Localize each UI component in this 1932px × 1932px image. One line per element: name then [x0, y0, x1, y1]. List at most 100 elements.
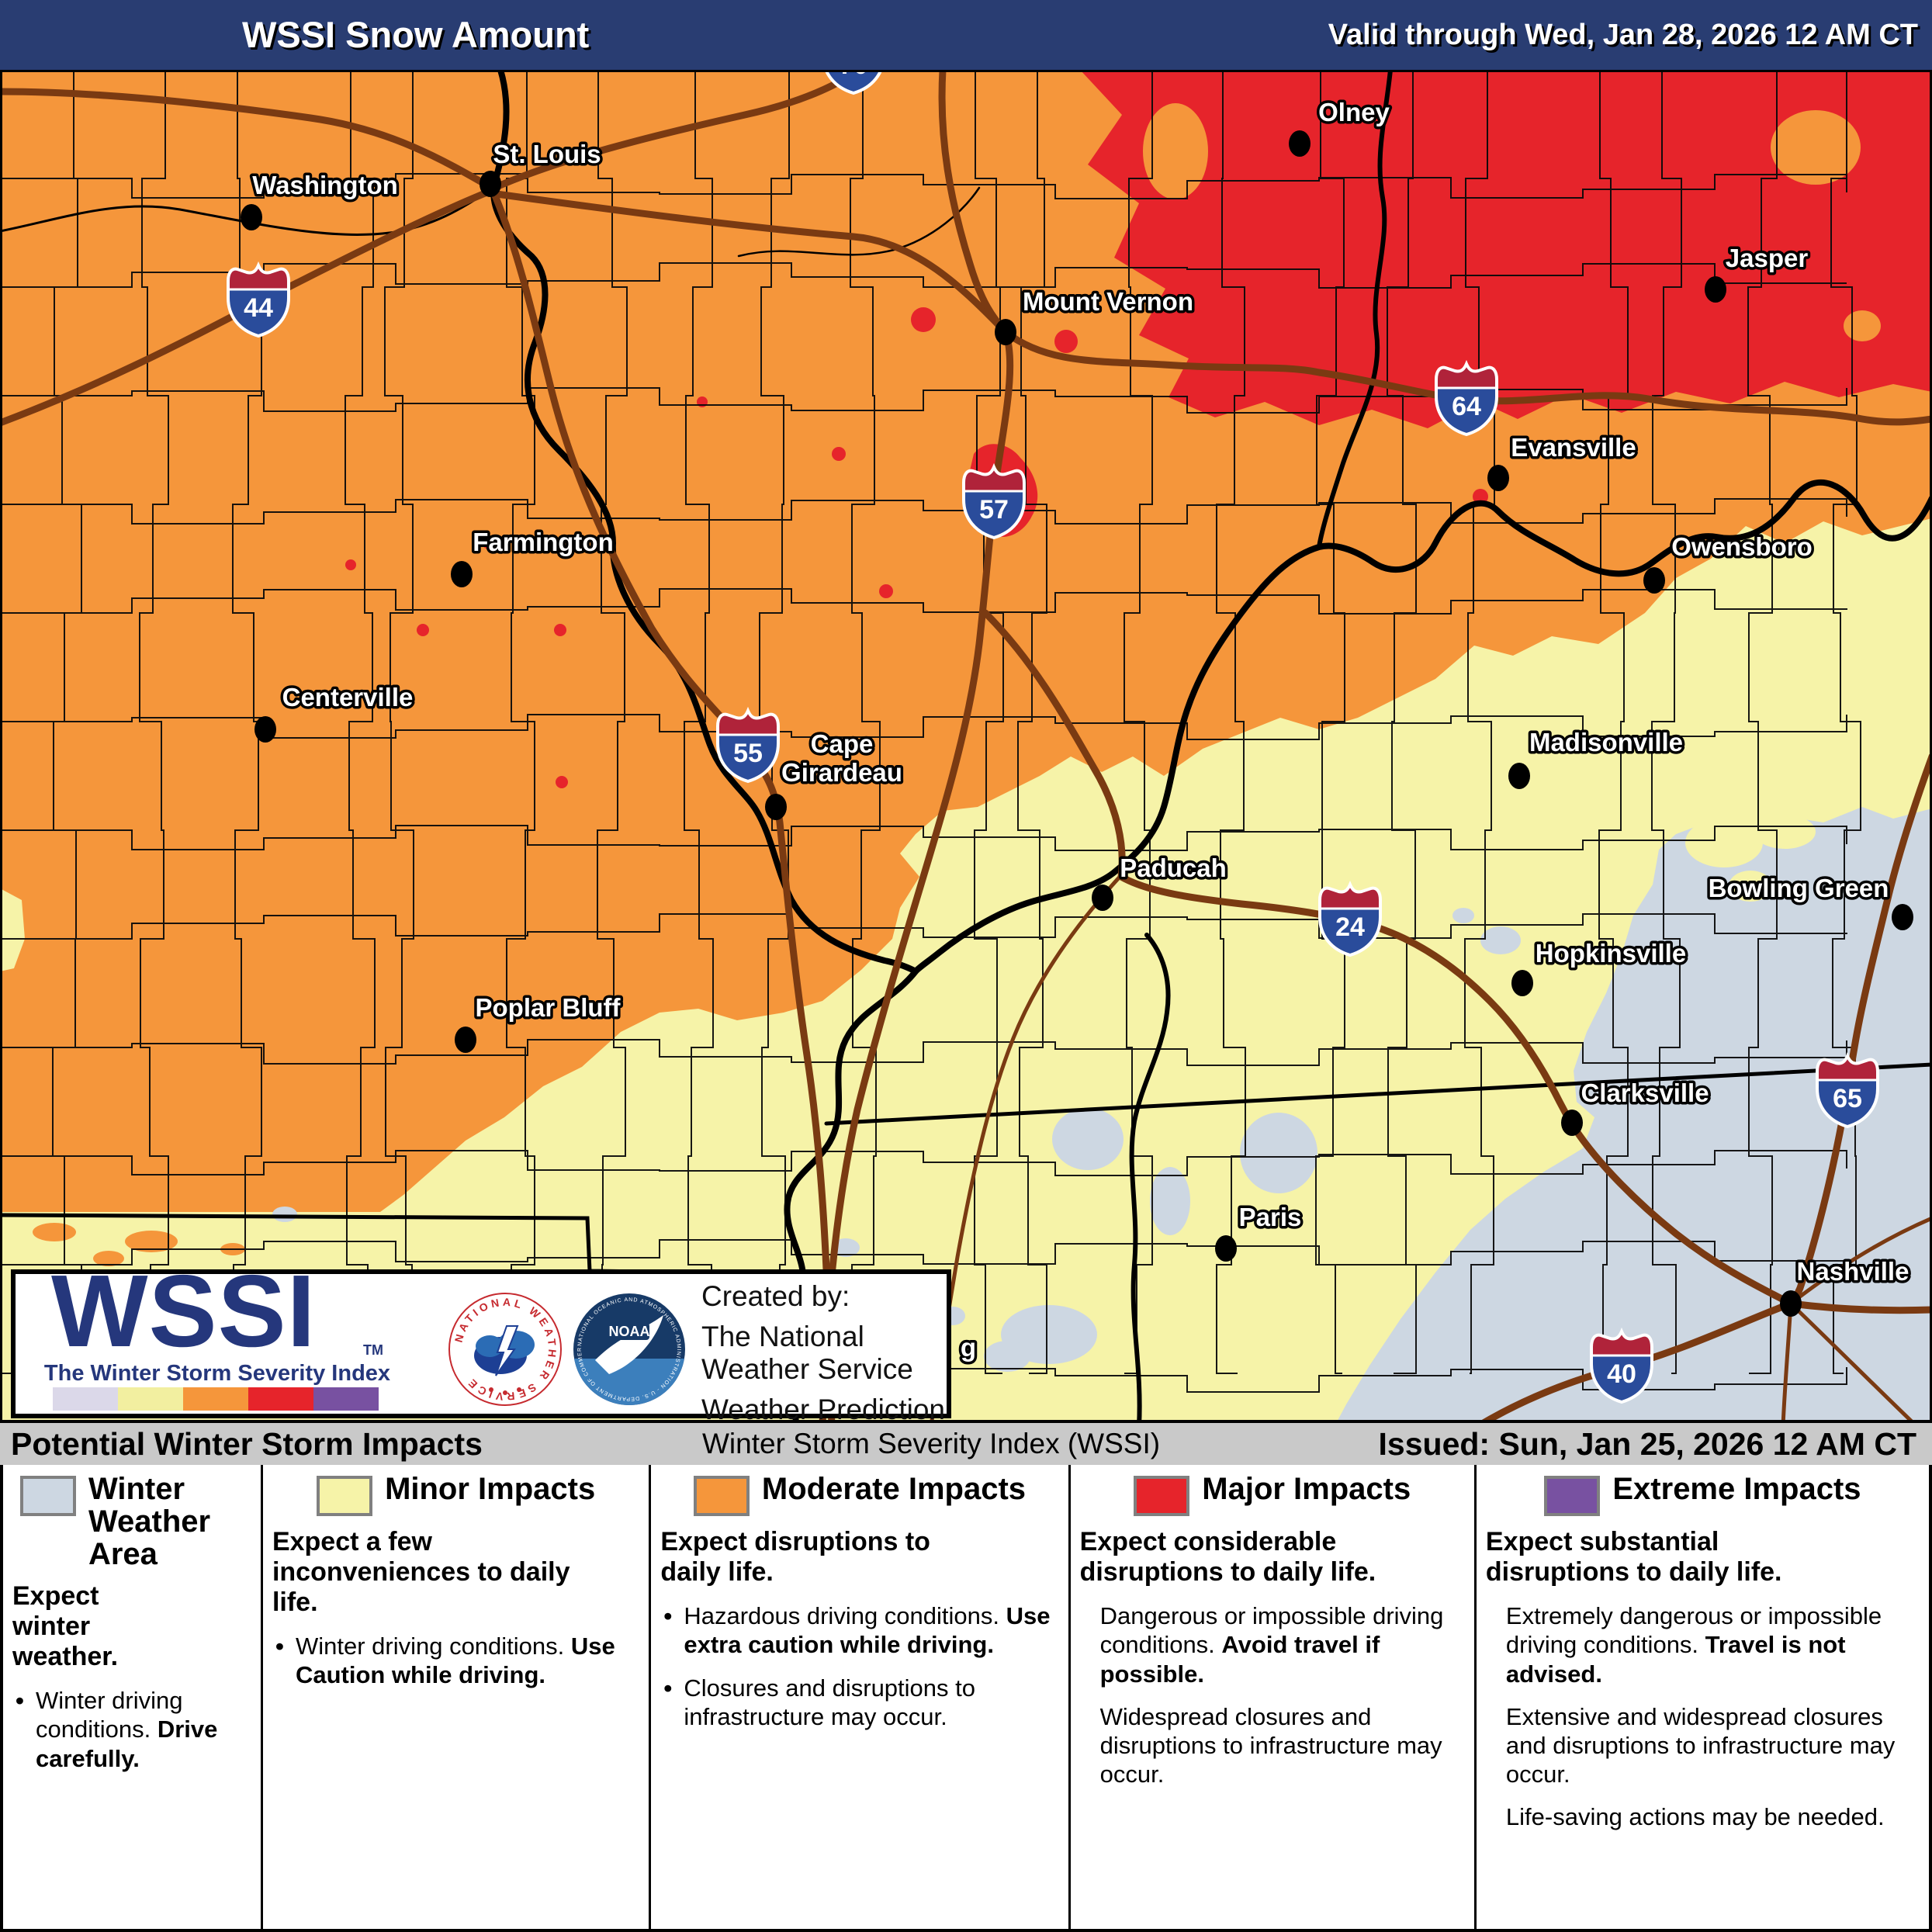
city-label: Girardeau: [781, 758, 902, 787]
winter-weather-area-swatch: [19, 1476, 76, 1516]
major-impacts-title: Major Impacts: [1202, 1472, 1411, 1506]
city-jasper: Jasper: [1705, 241, 1811, 303]
major-impacts-lead: Expect considerable disruptions to daily…: [1079, 1527, 1376, 1587]
city-label: Washington: [252, 171, 398, 199]
map-region-minor: [0, 518, 1932, 1426]
bullet-icon: •: [275, 1633, 284, 1660]
city-label: Paris: [1239, 1203, 1302, 1231]
svg-text:44: 44: [244, 293, 273, 323]
partial-city-label: g: [961, 1333, 976, 1362]
severity-strip-cell-0: [53, 1387, 118, 1411]
city-label: Owensboro: [1671, 532, 1813, 561]
wssi-subtitle: Winter Storm Severity Index (WSSI): [702, 1428, 1161, 1459]
city-markers: Washington St. Louis Olney Jasper Mount Vern…: [241, 95, 1913, 1317]
page-title: WSSI Snow Amount: [242, 14, 590, 55]
created-by-line: The National Weather Service: [701, 1321, 913, 1385]
city-label: Centerville: [282, 683, 414, 712]
tennessee-river: [1129, 933, 1171, 1426]
wssi-tagline: The Winter Storm Severity Index: [43, 1361, 391, 1386]
extreme-impacts-title: Extreme Impacts: [1612, 1472, 1861, 1506]
city-label: Madisonville: [1529, 728, 1683, 757]
noaa-logo: NOAA NATIONAL OCEANIC AND ATMOSPHERIC AD…: [573, 1293, 685, 1406]
legend-column-extreme-impacts: Extreme Impacts Expect substantial disrup…: [1473, 1465, 1929, 1929]
city-label: Farmington: [473, 528, 613, 556]
minor-impacts-title: Minor Impacts: [385, 1472, 596, 1506]
svg-text:24: 24: [1335, 912, 1365, 942]
city-owensboro: Owensboro: [1643, 530, 1815, 594]
impacts-title: Potential Winter Storm Impacts: [11, 1426, 483, 1462]
minor-impacts-item: • Winter driving conditions. Use Caution …: [275, 1633, 615, 1689]
wssi-trademark: TM: [363, 1342, 383, 1358]
issued-text: Issued: Sun, Jan 25, 2026 12 AM CT: [1378, 1426, 1916, 1462]
winter-weather-area-lead: Expect winter weather.: [12, 1581, 119, 1672]
svg-text:65: 65: [1833, 1084, 1862, 1113]
interstate-64-shield: 64: [1435, 359, 1498, 437]
severity-strip-cell-1: [118, 1387, 183, 1411]
city-mount-vernon: Mount Vernon: [995, 285, 1196, 345]
city-washington: Washington: [241, 168, 400, 230]
interstate-55-road: [491, 192, 836, 1426]
legend: Winter Weather Area Expect winter weather…: [0, 1465, 1932, 1932]
city-label: Paducah: [1120, 853, 1227, 882]
legend-column-winter-weather-area: Winter Weather Area Expect winter weather…: [3, 1465, 261, 1929]
extreme-impacts-lead: Expect substantial disruptions to daily …: [1485, 1527, 1782, 1587]
city-hopkinsville: Hopkinsville: [1511, 937, 1689, 996]
ohio-river: [912, 479, 1932, 975]
us-highway-roads: [929, 873, 1932, 1426]
moderate-impacts-item: • Hazardous driving conditions. Use extra…: [663, 1602, 1051, 1659]
bullet-icon: •: [663, 1602, 673, 1630]
moderate-impacts-item: • Closures and disruptions to infrastruct…: [663, 1674, 975, 1730]
city-label: Olney: [1318, 98, 1390, 126]
county-border-lines: [0, 70, 1861, 1393]
interstate-44-shield: 44: [227, 261, 290, 338]
city-evansville: Evansville: [1487, 431, 1639, 491]
wssi-logo-box: WSSI TM The Winter Storm Severity Index …: [11, 1254, 951, 1458]
rivers: [0, 70, 1932, 1426]
map-region-winter-weather: [1335, 807, 1932, 1426]
major-impacts-item: Widespread closures and disruptions to i…: [1099, 1702, 1442, 1788]
impacts-title-bar: Potential Winter Storm Impacts Winter St…: [0, 1420, 1932, 1468]
city-poplar-bluff: Poplar Bluff: [455, 991, 624, 1053]
extreme-impacts-item: Life-saving actions may be needed.: [1505, 1803, 1885, 1831]
impact-map: 44 70 64 57 55 24 65 40 Washington St. Louis Olne…: [0, 70, 1932, 1426]
city-st-louis: St. Louis: [480, 137, 604, 197]
city-olney: Olney: [1289, 95, 1393, 157]
city-clarksville: Clarksville: [1561, 1076, 1712, 1136]
svg-text:55: 55: [733, 739, 763, 768]
minor-impacts-lead: Expect a few inconveniences to daily lif…: [272, 1527, 570, 1618]
missouri-river: [0, 188, 493, 237]
extreme-impacts-item: Extensive and widespread closures and di…: [1505, 1702, 1896, 1788]
city-madisonville: Madisonville: [1508, 725, 1686, 789]
city-paducah: Paducah: [1092, 851, 1229, 911]
extreme-impacts-swatch: [1544, 1476, 1601, 1516]
bullet-icon: •: [663, 1674, 673, 1702]
interstate-40-shield: 40: [1590, 1327, 1653, 1404]
interstate-57-shield: 57: [962, 462, 1026, 540]
city-nashville: Nashville: [1780, 1255, 1912, 1317]
legend-column-moderate-impacts: Moderate Impacts Expect disruptions to da…: [649, 1465, 1068, 1929]
nws-logo: NATIONAL WEATHER SERVICE: [448, 1293, 562, 1406]
svg-text:70: 70: [839, 70, 868, 80]
legend-column-major-impacts: Major Impacts Expect considerable disrupt…: [1068, 1465, 1474, 1929]
interstate-70-shield: 70: [824, 70, 883, 95]
roads: [0, 70, 1932, 1426]
city-paris: Paris: [1215, 1200, 1304, 1262]
interstate-55-shield: 55: [716, 706, 780, 784]
city-label: St. Louis: [493, 140, 601, 168]
bullet-icon: •: [16, 1687, 24, 1715]
valid-through-text: Valid through Wed, Jan 28, 2026 12 AM CT: [1328, 19, 1918, 51]
severity-strip-cell-4: [313, 1387, 379, 1411]
city-label: Cape: [811, 729, 874, 758]
city-centerville: Centerville: [254, 680, 416, 743]
major-impacts-item: Dangerous or impossible driving conditio…: [1099, 1602, 1444, 1688]
city-label: Evansville: [1511, 433, 1636, 462]
svg-text:57: 57: [979, 495, 1009, 525]
city-label: Hopkinsville: [1536, 939, 1686, 968]
legend-column-minor-impacts: Minor Impacts Expect a few inconveniences…: [260, 1465, 649, 1929]
interstate-24-shield: 24: [1318, 880, 1382, 957]
interstate-70-road: [0, 70, 857, 192]
county-borders: [0, 70, 1861, 1393]
city-label: Mount Vernon: [1023, 287, 1193, 316]
